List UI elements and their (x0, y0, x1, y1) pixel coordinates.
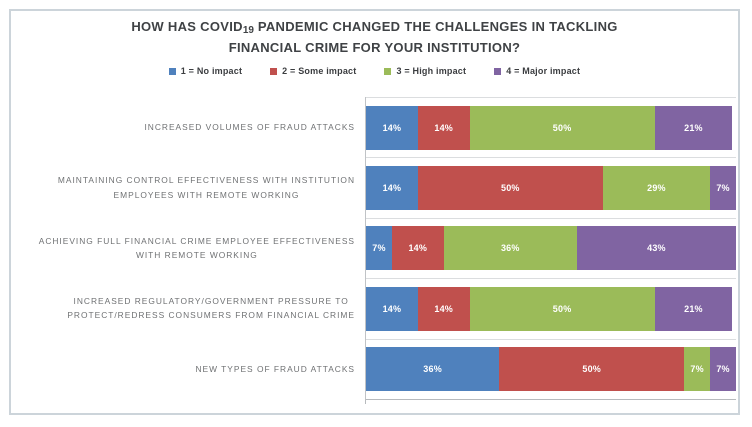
bar-segment: 14% (366, 105, 418, 150)
category-label: ACHIEVING FULL FINANCIAL CRIME EMPLOYEE … (38, 235, 355, 260)
bar-segment: 50% (417, 166, 603, 211)
value-label: 21% (684, 122, 703, 133)
bar-segment: 7% (684, 347, 711, 392)
value-label: 36% (423, 364, 442, 375)
category-band: 14% 14% 50% 21% (366, 97, 736, 157)
value-label: 14% (408, 243, 428, 254)
value-label: 7% (716, 364, 730, 375)
stacked-bar: 14% 14% 50% 21% (366, 105, 736, 150)
value-label: 50% (582, 364, 601, 375)
bar-segment: 50% (469, 105, 655, 150)
chart-title-text-prefix: HOW HAS COVID (131, 19, 243, 34)
bar-segment: 50% (469, 286, 655, 331)
bar-segment: 14% (366, 286, 418, 331)
value-label: 43% (647, 243, 666, 254)
category-label-row: INCREASED VOLUMES OF FRAUD ATTACKS (11, 97, 365, 157)
legend-marker-icon (270, 67, 278, 75)
legend-item: 3 = High impact (384, 66, 466, 76)
bar-segment: 7% (710, 347, 736, 392)
legend-label: 2 = Some impact (282, 66, 357, 76)
bar-segment: 14% (391, 226, 444, 271)
value-label: 50% (500, 183, 520, 194)
bar-segment: 7% (366, 226, 392, 271)
chart-title-covid-number: 19 (242, 25, 254, 36)
bar-segment: 7% (710, 166, 736, 211)
bar-segment: 21% (654, 105, 733, 150)
category-label: MAINTAINING CONTROL EFFECTIVENESS WITH I… (57, 175, 355, 200)
value-label: 29% (647, 183, 666, 194)
category-label-row: INCREASED REGULATORY/GOVERNMENT PRESSURE… (11, 278, 365, 338)
legend-label: 1 = No impact (180, 66, 243, 76)
chart-title: HOW HAS COVID19 PANDEMIC CHANGED THE CHA… (94, 18, 656, 57)
value-label: 14% (382, 303, 402, 314)
legend-marker-icon (384, 67, 392, 75)
category-band: 36% 50% 7% 7% (366, 338, 736, 399)
stacked-bar: 7% 14% 36% 43% (366, 226, 736, 271)
value-label: 50% (552, 303, 572, 314)
legend-item: 4 = Major impact (494, 66, 580, 76)
legend-item: 1 = No impact (168, 66, 243, 76)
value-label: 14% (382, 122, 402, 133)
stacked-bar: 14% 50% 29% 7% (366, 166, 736, 211)
bar-segment: 14% (417, 105, 470, 150)
value-label: 21% (684, 303, 703, 314)
legend-label: 3 = High impact (396, 66, 467, 76)
stacked-bar: 14% 14% 50% 21% (366, 286, 736, 331)
legend-item: 2 = Some impact (270, 66, 356, 76)
category-label-row: ACHIEVING FULL FINANCIAL CRIME EMPLOYEE … (11, 218, 365, 278)
category-band: 14% 50% 29% 7% (366, 157, 736, 217)
bar-segment: 14% (417, 286, 470, 331)
chart-title-text-suffix: PANDEMIC CHANGED THE CHALLENGES IN TACKL… (228, 19, 618, 55)
value-label: 7% (716, 183, 730, 194)
bar-segment: 36% (366, 347, 500, 392)
category-axis-labels: INCREASED VOLUMES OF FRAUD ATTACKS MAINTA… (11, 97, 365, 399)
bar-segment: 21% (654, 286, 733, 331)
category-band: 14% 14% 50% 21% (366, 278, 736, 338)
category-band: 7% 14% 36% 43% (366, 217, 736, 278)
value-label: 7% (372, 243, 386, 254)
legend-marker-icon (168, 67, 176, 75)
legend-label: 4 = Major impact (506, 66, 581, 76)
bar-segment: 29% (602, 166, 711, 211)
chart-frame: HOW HAS COVID19 PANDEMIC CHANGED THE CHA… (9, 9, 740, 415)
chart-legend: 1 = No impact 2 = Some impact 3 = High imp… (11, 66, 738, 76)
value-label: 36% (500, 243, 520, 254)
value-label: 14% (434, 303, 453, 314)
category-label-row: NEW TYPES OF FRAUD ATTACKS (11, 339, 365, 399)
value-label: 7% (690, 364, 704, 375)
value-label: 50% (552, 122, 572, 133)
legend-marker-icon (494, 67, 502, 75)
value-label: 14% (382, 183, 402, 194)
axis-tick (365, 400, 366, 404)
bar-segment: 14% (366, 166, 418, 211)
plot-area: 14% 14% 50% 21% 14% 50% 29% 7% 7% 14% 36% 43% 14% 14%… (365, 97, 736, 404)
value-label: 14% (434, 122, 453, 133)
category-label: INCREASED REGULATORY/GOVERNMENT PRESSURE… (67, 296, 355, 321)
category-label-row: MAINTAINING CONTROL EFFECTIVENESS WITH I… (11, 157, 365, 217)
bar-segment: 50% (499, 347, 685, 392)
category-label: INCREASED VOLUMES OF FRAUD ATTACKS (144, 122, 355, 133)
bar-segment: 36% (443, 226, 577, 271)
category-label: NEW TYPES OF FRAUD ATTACKS (195, 363, 355, 374)
bar-segment: 43% (576, 226, 736, 271)
stacked-bar: 36% 50% 7% 7% (366, 347, 736, 392)
